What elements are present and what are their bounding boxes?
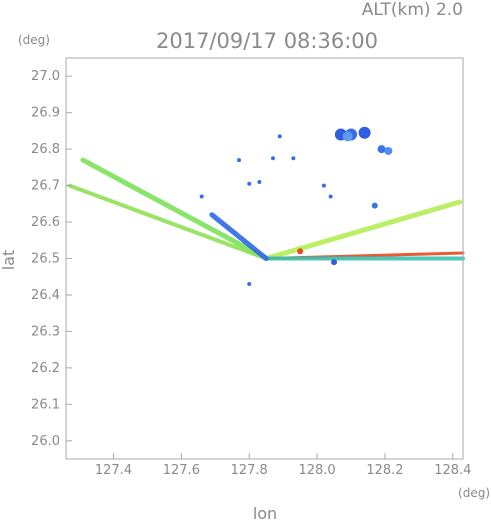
x-tick-label: 127.8 [231, 463, 268, 478]
echo-cell [342, 131, 353, 142]
y-tick-label: 26.7 [31, 179, 60, 194]
y-tick-label: 26.0 [31, 434, 60, 449]
echo-cell [257, 179, 262, 184]
echo-cell [291, 156, 296, 161]
echo-cell [297, 248, 304, 255]
echo-cell [247, 181, 252, 186]
echo-cell [331, 259, 338, 266]
x-axis-label: lon [253, 504, 277, 521]
timestamp-title: 2017/09/17 08:36:00 [156, 29, 378, 53]
y-tick-label: 26.1 [31, 397, 60, 412]
y-unit-label: (deg) [18, 33, 50, 47]
y-tick-label: 26.2 [31, 361, 60, 376]
y-tick-label: 26.5 [31, 252, 60, 267]
echo-cell [384, 146, 393, 155]
echo-cell [371, 202, 378, 209]
echo-cell [321, 183, 326, 188]
radar-beam-2 [67, 183, 269, 261]
echo-cell [247, 282, 252, 287]
x-tick-label: 127.4 [95, 463, 132, 478]
x-unit-label: (deg) [458, 486, 490, 500]
x-tick-label: 128.4 [434, 463, 471, 478]
x-tick-label: 128.2 [366, 463, 403, 478]
radar-beam-6 [209, 212, 269, 261]
echo-cell [358, 126, 371, 139]
x-tick-label: 128.0 [298, 463, 335, 478]
echo-cell [328, 194, 333, 199]
y-tick-label: 27.0 [31, 69, 60, 84]
echo-cell [237, 158, 242, 163]
plot-area [67, 126, 465, 287]
echo-cell [199, 194, 204, 199]
x-tick-label: 127.6 [163, 463, 200, 478]
y-axis-label: lat [0, 250, 18, 271]
echo-cell [270, 156, 275, 161]
y-tick-label: 26.4 [31, 288, 60, 303]
echo-cell [277, 134, 282, 139]
radar-beam-3 [263, 199, 463, 261]
echo-cell [377, 145, 386, 154]
axis-ticks: 127.4 127.6 127.8 128.0 128.2 128.4 26.0 26.1 26… [31, 69, 471, 478]
altitude-label: ALT(km) 2.0 [362, 0, 463, 20]
radar-beam-1 [80, 157, 269, 261]
y-tick-label: 26.9 [31, 106, 60, 121]
y-tick-label: 26.6 [31, 215, 60, 230]
y-tick-label: 26.3 [31, 324, 60, 339]
y-tick-label: 26.8 [31, 142, 60, 157]
